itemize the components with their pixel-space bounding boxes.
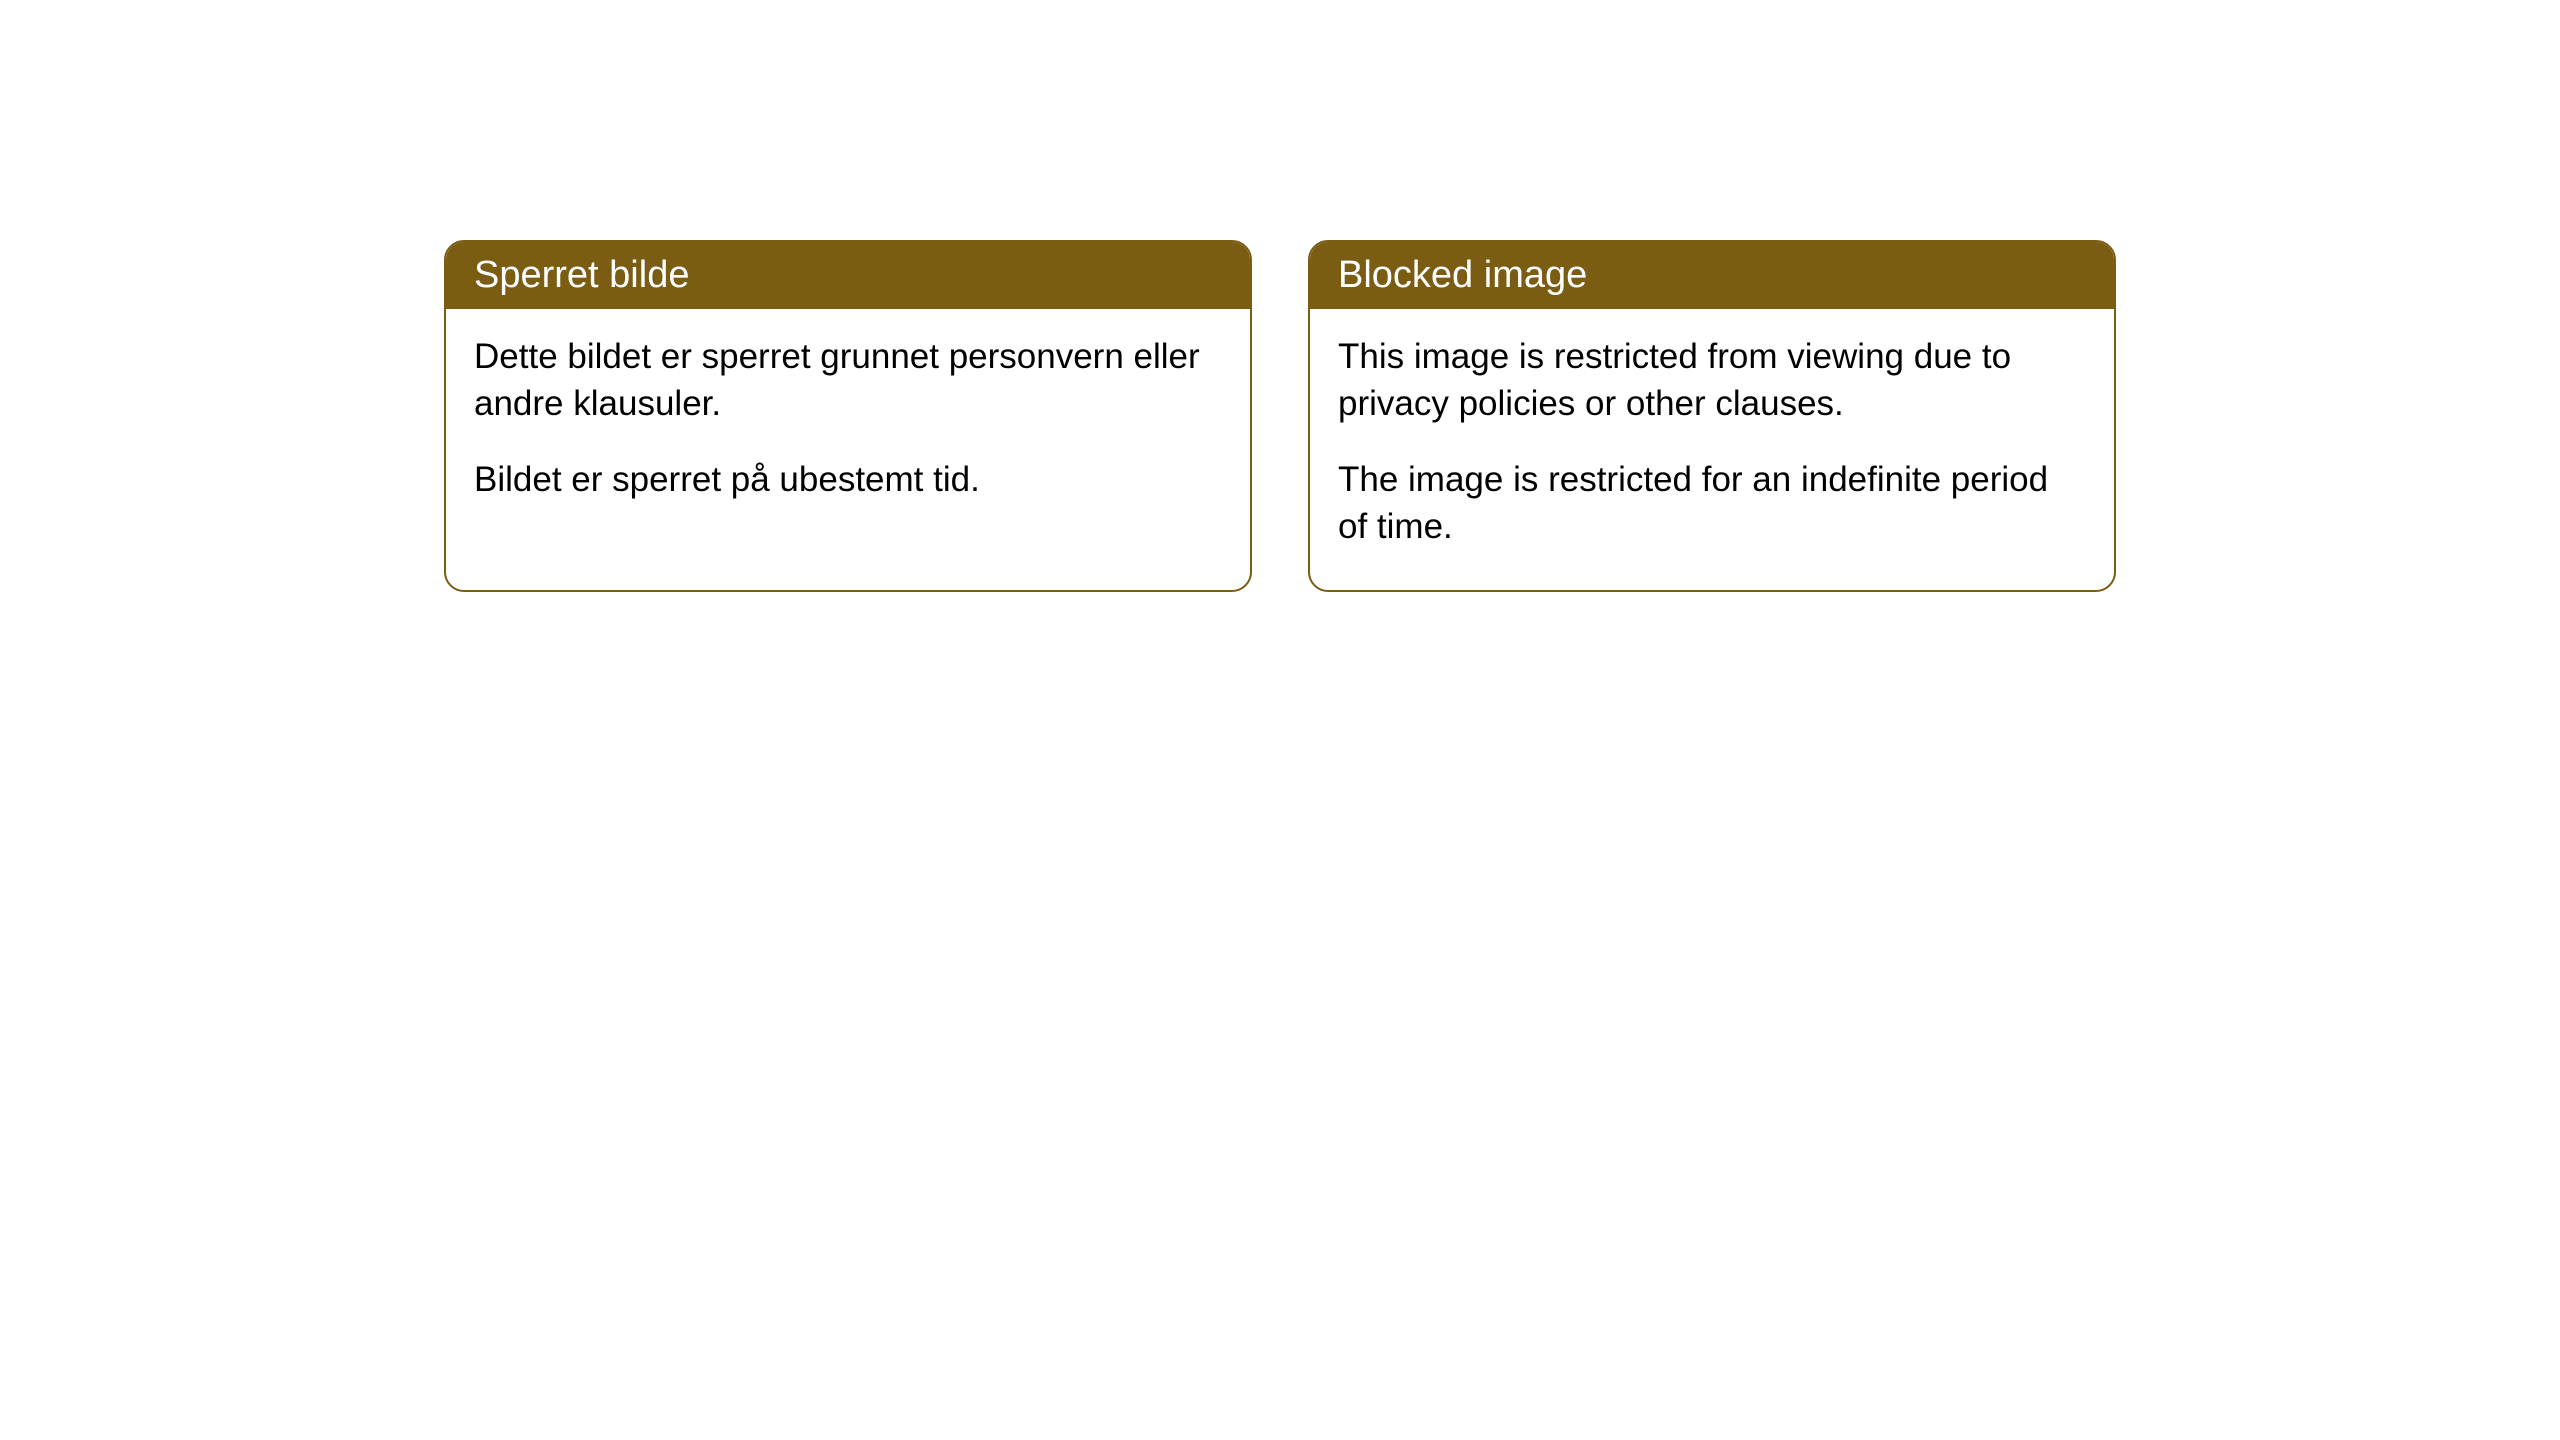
card-title: Sperret bilde [474, 254, 689, 296]
card-body: Dette bildet er sperret grunnet personve… [446, 309, 1250, 543]
card-paragraph: This image is restricted from viewing du… [1338, 333, 2086, 428]
notice-cards-container: Sperret bilde Dette bildet er sperret gr… [0, 240, 2560, 592]
card-paragraph: Bildet er sperret på ubestemt tid. [474, 456, 1222, 503]
card-title: Blocked image [1338, 254, 1587, 296]
notice-card-norwegian: Sperret bilde Dette bildet er sperret gr… [444, 240, 1252, 592]
card-paragraph: The image is restricted for an indefinit… [1338, 456, 2086, 551]
card-body: This image is restricted from viewing du… [1310, 309, 2114, 590]
card-header: Sperret bilde [446, 242, 1250, 309]
card-header: Blocked image [1310, 242, 2114, 309]
card-paragraph: Dette bildet er sperret grunnet personve… [474, 333, 1222, 428]
notice-card-english: Blocked image This image is restricted f… [1308, 240, 2116, 592]
